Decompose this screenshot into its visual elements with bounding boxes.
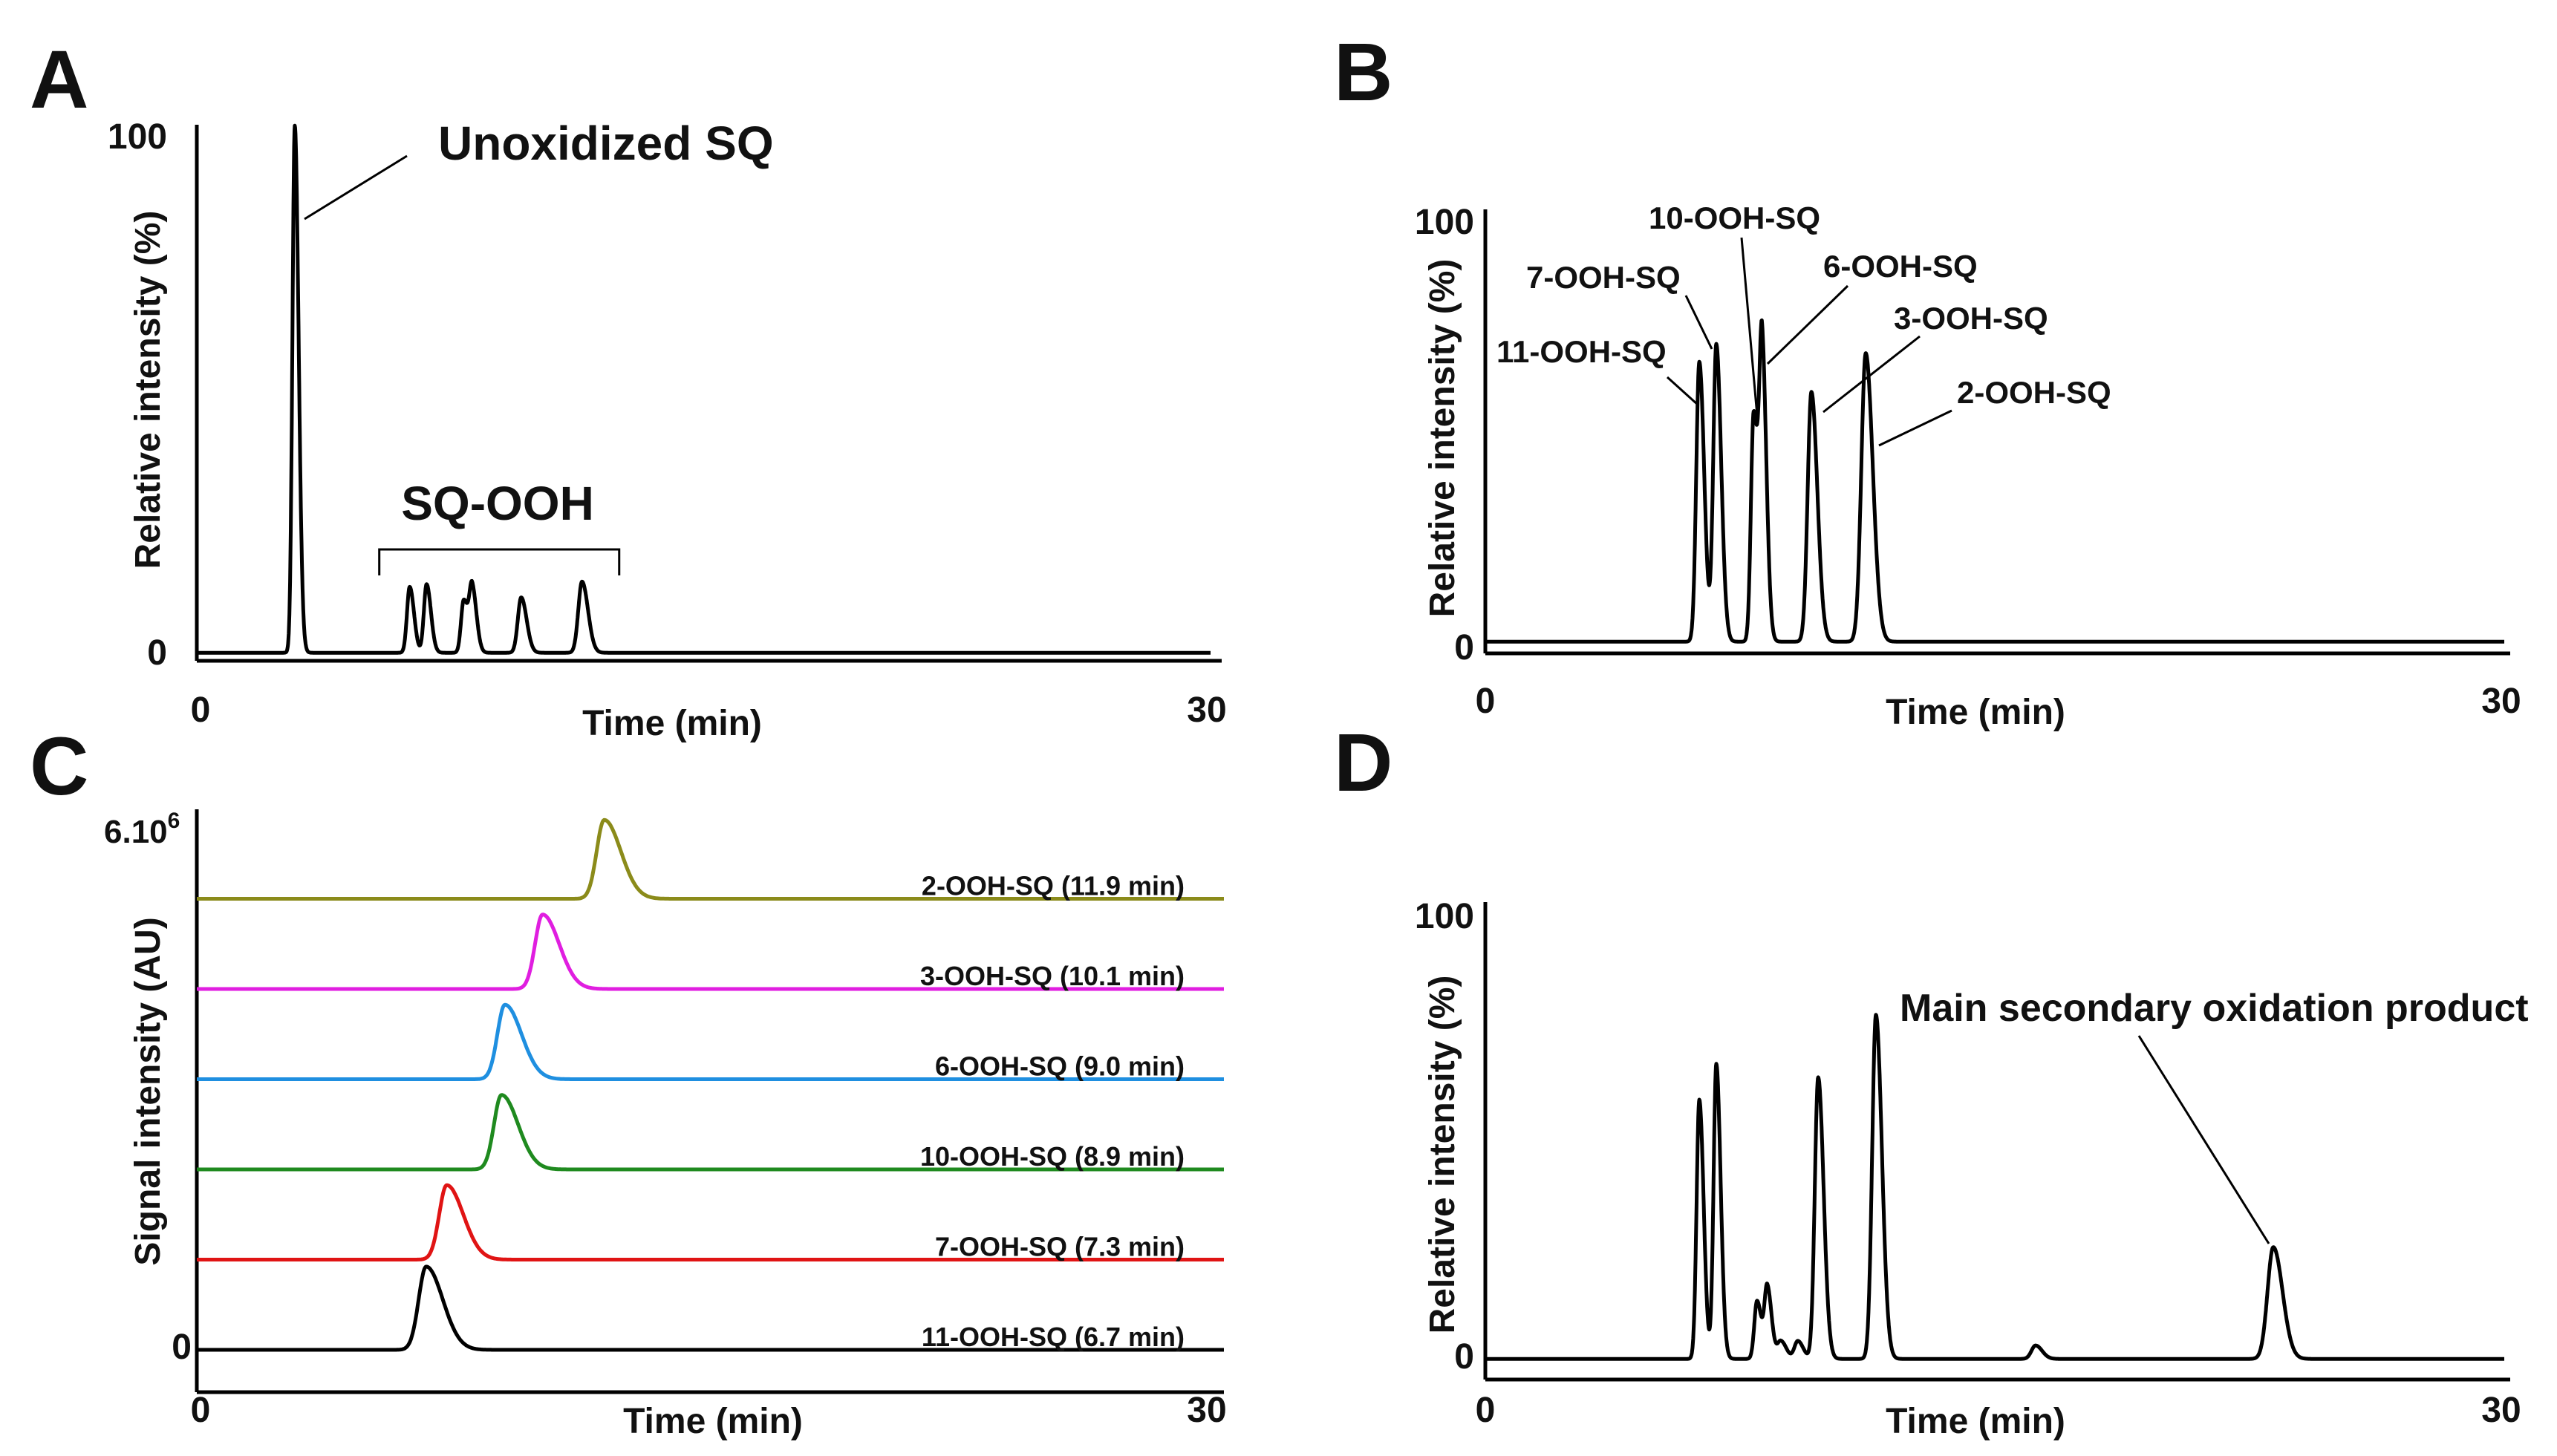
panel-a-callout-line — [304, 154, 408, 221]
panel-b-ytick-100: 100 — [1415, 203, 1474, 242]
panel-c: 6.106 0 0 30 Time (min) Signal intensity… — [104, 809, 1227, 1441]
panel-letter-c: C — [30, 721, 88, 812]
panel-b-trace — [1484, 318, 2506, 644]
panel-letter-a: A — [30, 34, 88, 125]
panel-b-callout-3ooh — [1823, 335, 1921, 414]
panel-letter-d: D — [1334, 717, 1392, 809]
panel-c-series-label-3: 6-OOH-SQ (9.0 min) — [935, 1051, 1185, 1082]
panel-a-xlabel: Time (min) — [582, 704, 762, 743]
panel-a-ytick-100: 100 — [108, 117, 167, 157]
panel-b-ylabel: Relative intensity (%) — [1423, 259, 1462, 618]
panel-c-trace-5 — [195, 817, 1225, 901]
panel-c-series-label-4: 3-OOH-SQ (10.1 min) — [920, 961, 1185, 991]
panel-c-xlabel: Time (min) — [623, 1402, 803, 1441]
panel-b-callout-6ooh — [1766, 284, 1849, 365]
panel-b-callout-10ooh — [1740, 237, 1759, 417]
panel-b-xtick-30: 30 — [2481, 682, 2521, 721]
panel-b-label-7ooh: 7-OOH-SQ — [1526, 260, 1681, 295]
panel-a-trace — [195, 123, 1212, 655]
panel-c-trace-0 — [195, 1264, 1225, 1352]
panel-d-callout-line — [2137, 1035, 2270, 1244]
panel-d-xtick-30: 30 — [2481, 1391, 2521, 1430]
panel-c-series-label-5: 2-OOH-SQ (11.9 min) — [922, 871, 1185, 901]
panel-a-ylabel: Relative intensity (%) — [128, 211, 168, 569]
panel-c-xtick-0: 0 — [191, 1391, 211, 1430]
panel-a: 100 0 0 30 Time (min) Relative intensity… — [108, 117, 1227, 743]
panel-b: 100 0 0 30 Time (min) Relative intensity… — [1415, 200, 2521, 732]
panel-c-ytick-top-exp: 6 — [168, 809, 180, 833]
panel-b-ytick-0: 0 — [1454, 628, 1474, 667]
panel-b-label-10ooh: 10-OOH-SQ — [1649, 200, 1820, 235]
panel-a-bracket-label: SQ-OOH — [401, 477, 594, 530]
panel-d-ytick-100: 100 — [1415, 897, 1474, 936]
panel-c-ytick-top-mantissa: 6.10 — [104, 814, 168, 850]
panel-d-ylabel: Relative intensity (%) — [1423, 976, 1462, 1334]
panel-d-ytick-0: 0 — [1454, 1337, 1474, 1377]
panel-d-xlabel: Time (min) — [1886, 1402, 2065, 1441]
panel-b-label-11ooh: 11-OOH-SQ — [1496, 334, 1667, 369]
panel-a-xtick-0: 0 — [191, 691, 211, 730]
panel-a-xtick-30: 30 — [1187, 691, 1226, 730]
panel-b-callout-11ooh — [1666, 376, 1699, 406]
panel-d-trace — [1484, 1013, 2506, 1361]
panel-b-callout-7ooh — [1684, 295, 1713, 350]
panel-c-ytick-top: 6.106 — [104, 809, 180, 850]
panel-b-xtick-0: 0 — [1476, 682, 1496, 721]
panel-b-callout-2ooh — [1878, 409, 1952, 447]
panel-c-series-label-1: 7-OOH-SQ (7.3 min) — [935, 1232, 1185, 1262]
panel-letter-b: B — [1334, 27, 1392, 118]
panel-a-ytick-0: 0 — [147, 633, 167, 673]
panel-c-series-label-0: 11-OOH-SQ (6.7 min) — [922, 1322, 1185, 1352]
panel-b-xlabel: Time (min) — [1886, 693, 2065, 732]
panel-c-trace-2 — [195, 1093, 1225, 1172]
panel-d-xtick-0: 0 — [1476, 1391, 1496, 1430]
panel-a-peak-label: Unoxidized SQ — [438, 117, 774, 170]
panel-d-peak-label: Main secondary oxidation product — [1900, 987, 2529, 1030]
panel-c-traces: 11-OOH-SQ (6.7 min) 7-OOH-SQ (7.3 min) 10-… — [195, 817, 1225, 1352]
panel-c-series-label-2: 10-OOH-SQ (8.9 min) — [920, 1141, 1185, 1172]
panel-b-label-2ooh: 2-OOH-SQ — [1957, 375, 2111, 410]
panel-d: 100 0 0 30 Time (min) Relative intensity… — [1415, 897, 2529, 1441]
panel-b-label-3ooh: 3-OOH-SQ — [1894, 301, 2048, 336]
panel-c-ytick-0: 0 — [172, 1328, 192, 1367]
panel-c-xtick-30: 30 — [1187, 1391, 1226, 1430]
panel-c-ylabel: Signal intensity (AU) — [128, 917, 168, 1265]
panel-a-bracket — [378, 548, 621, 575]
panel-c-trace-4 — [195, 913, 1225, 991]
panel-b-label-6ooh: 6-OOH-SQ — [1823, 249, 1978, 284]
panel-c-trace-1 — [195, 1183, 1225, 1261]
panel-c-trace-3 — [195, 1002, 1225, 1081]
